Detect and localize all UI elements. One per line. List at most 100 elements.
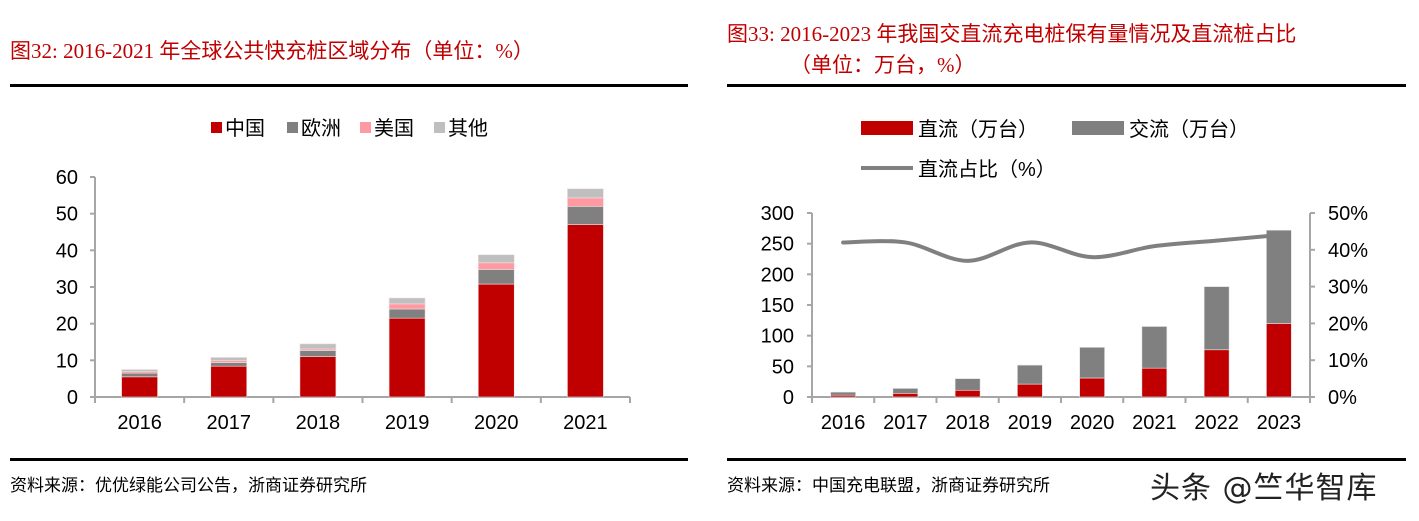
left-legend-label: 美国	[374, 117, 414, 140]
right-bar-ac	[892, 388, 919, 394]
right-x-tick-label: 2017	[883, 412, 928, 434]
left-bar-segment-other	[567, 188, 604, 199]
right-chart-title-line2: （单位：万台，%）	[790, 53, 976, 77]
right-bar-ac	[1017, 364, 1043, 385]
right-x-tick-label: 2021	[1132, 412, 1177, 434]
right-source: 资料来源：中国充电联盟，浙商证券研究所	[727, 476, 1050, 495]
right-bar-dc	[954, 389, 981, 398]
left-bar-segment-china	[388, 317, 426, 398]
right-legend: 直流（万台） 交流（万台） 直流占比（%）	[861, 118, 1249, 181]
right-x-tick-label: 2016	[821, 412, 866, 434]
right-x-tick-label: 2020	[1070, 412, 1115, 434]
right-source-rule	[727, 458, 1406, 461]
left-bar-segment-china	[121, 376, 158, 398]
right-bar-ac	[1266, 229, 1292, 324]
left-legend-label: 欧洲	[301, 117, 341, 140]
left-bar-segment-europe	[567, 206, 604, 225]
right-axes: 0 50 100 150 200 250 300 0% 10% 20% 30% 40% 50% 2016 2…	[761, 203, 1369, 434]
right-x-tick-label: 2022	[1194, 412, 1239, 434]
right-bar-ac	[1203, 286, 1230, 351]
right-bar-dc	[1203, 349, 1230, 398]
right-bar-dc	[1079, 377, 1105, 398]
left-y-tick-label: 0	[67, 387, 78, 409]
left-bar-segment-china	[299, 356, 337, 398]
right-right-y-tick-label: 40%	[1328, 240, 1368, 262]
right-chart-title-line1: 图33: 2016-2023 年我国交直流充电桩保有量情况及直流桩占比	[727, 22, 1297, 46]
left-y-tick-label: 30	[56, 277, 78, 299]
right-x-tick-label: 2018	[945, 412, 990, 434]
left-legend-swatch	[211, 122, 222, 133]
right-bar-dc	[1017, 383, 1043, 398]
right-legend-swatch-ac	[1072, 121, 1124, 135]
right-left-y-tick-label: 200	[761, 264, 794, 286]
left-y-tick-label: 50	[56, 204, 78, 226]
right-bar-dc	[1141, 367, 1168, 398]
right-right-y-tick-label: 0%	[1328, 387, 1357, 409]
left-bar-segment-europe	[388, 308, 426, 319]
left-bar-segment-usa	[477, 262, 515, 270]
left-bar-segment-china	[567, 224, 604, 398]
right-bar-ac	[830, 391, 856, 396]
left-axes: 0 10 20 30 40 50 60 2016 2017 2018 2019 2020 2021	[56, 167, 631, 434]
right-x-tick-label: 2023	[1257, 412, 1302, 434]
right-left-y-tick-label: 100	[761, 326, 794, 348]
left-bar-segment-other	[121, 369, 158, 372]
left-x-tick-label: 2021	[563, 412, 608, 434]
right-right-y-tick-label: 50%	[1328, 203, 1368, 225]
right-bar-ac	[1141, 326, 1168, 369]
left-legend-label: 中国	[225, 117, 265, 140]
left-y-tick-label: 40	[56, 240, 78, 262]
watermark: 头条 @竺华智库	[1150, 471, 1378, 506]
right-legend-label-dc: 直流（万台）	[918, 118, 1038, 141]
left-chart-title: 图32: 2016-2021 年全球公共快充桩区域分布（单位：%）	[10, 39, 534, 63]
right-dc-share-line	[841, 233, 1281, 263]
left-legend: 中国 欧洲 美国 其他	[211, 117, 488, 140]
left-bar-segment-other	[388, 297, 426, 305]
right-legend-label-line: 直流占比（%）	[918, 158, 1056, 181]
right-right-y-tick-label: 20%	[1328, 313, 1368, 335]
left-y-tick-label: 60	[56, 167, 78, 189]
left-bar-segment-europe	[121, 372, 158, 378]
left-bars	[121, 188, 604, 398]
left-y-tick-label: 10	[56, 350, 78, 372]
left-legend-label: 其他	[448, 117, 488, 140]
left-source-rule	[10, 458, 688, 461]
left-chart: 中国 欧洲 美国 其他 0 10 20 30 40 50 60 2016 2017 2018 2019 20…	[56, 117, 631, 434]
right-bar-dc	[1266, 323, 1292, 398]
right-left-y-tick-label: 150	[761, 295, 794, 317]
left-y-tick-label: 20	[56, 314, 78, 336]
left-bar-segment-china	[477, 283, 515, 398]
right-left-y-tick-label: 50	[772, 356, 794, 378]
left-bar-segment-europe	[210, 362, 248, 367]
left-bar-segment-europe	[299, 350, 337, 357]
right-left-y-tick-label: 0	[783, 387, 794, 409]
right-bar-ac	[954, 378, 981, 391]
left-bar-segment-europe	[477, 269, 515, 285]
right-bar-dc	[892, 393, 919, 398]
left-bar-segment-usa	[388, 303, 426, 310]
left-x-tick-label: 2019	[385, 412, 430, 434]
right-line	[841, 233, 1281, 263]
left-x-tick-label: 2020	[474, 412, 519, 434]
left-x-tick-label: 2018	[296, 412, 341, 434]
left-bar-segment-usa	[567, 197, 604, 207]
right-legend-swatch-dc	[861, 121, 913, 135]
right-title-rule	[727, 84, 1406, 87]
right-right-y-tick-label: 30%	[1328, 277, 1368, 299]
right-bar-ac	[1079, 347, 1105, 379]
right-x-tick-label: 2019	[1008, 412, 1053, 434]
left-legend-swatch	[434, 122, 445, 133]
left-source: 资料来源：优优绿能公司公告，浙商证券研究所	[10, 476, 367, 495]
left-legend-swatch	[287, 122, 298, 133]
left-bar-segment-other	[477, 254, 515, 264]
left-x-tick-label: 2016	[117, 412, 162, 434]
right-right-y-tick-label: 10%	[1328, 350, 1368, 372]
left-title-rule	[10, 84, 688, 87]
left-x-tick-label: 2017	[207, 412, 252, 434]
right-bars	[830, 229, 1292, 398]
left-bar-segment-other	[210, 357, 248, 361]
left-bar-segment-china	[210, 365, 248, 398]
right-legend-label-ac: 交流（万台）	[1129, 118, 1249, 141]
right-left-y-tick-label: 300	[761, 203, 794, 225]
left-legend-swatch	[360, 122, 371, 133]
